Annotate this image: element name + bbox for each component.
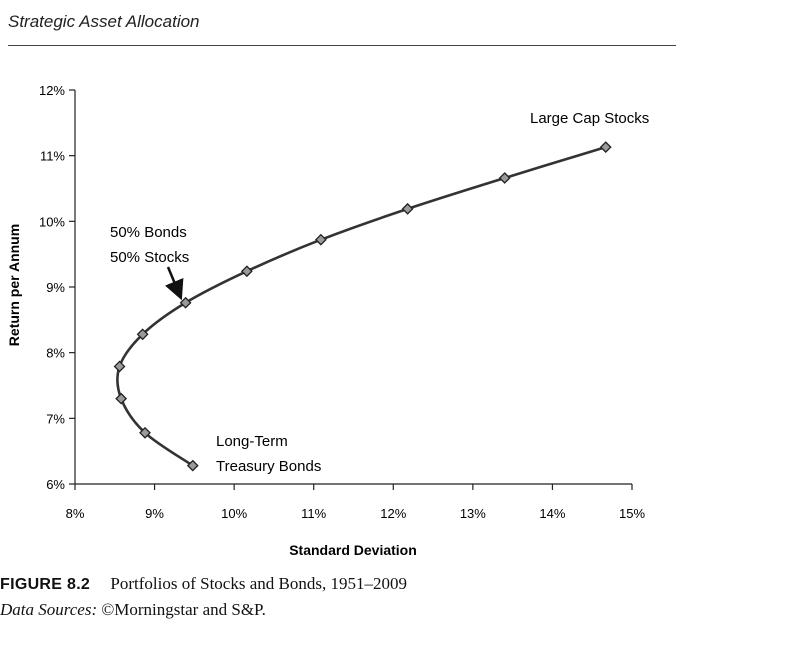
figure-caption: FIGURE 8.2 Portfolios of Stocks and Bond… (0, 574, 407, 594)
y-tick-label: 7% (46, 411, 65, 426)
data-point-marker (179, 296, 192, 309)
x-tick-label: 13% (460, 506, 486, 521)
y-axis-label: Return per Annum (6, 224, 22, 346)
data-point-marker (401, 202, 414, 215)
y-tick-label: 12% (39, 83, 65, 98)
annotation-large-cap-line1: Large Cap Stocks (530, 110, 649, 127)
data-point-marker (139, 426, 151, 439)
annotation-treasury-line2: Treasury Bonds (216, 458, 321, 475)
data-point-marker (113, 360, 126, 373)
annotation-balanced-line2: 50% Stocks (110, 249, 189, 266)
source-text: ©Morningstar and S&P. (101, 600, 266, 619)
y-tick-label: 10% (39, 214, 65, 229)
data-point-marker (599, 141, 612, 154)
y-axis-ticks: 6% 7% 8% 9% 10% 11% 12% (39, 83, 75, 492)
y-tick-label: 9% (46, 280, 65, 295)
data-point-marker (136, 328, 149, 341)
x-axis-ticks: 8% 9% 10% 11% 12% 13% 14% 15% (66, 484, 645, 521)
x-tick-label: 12% (380, 506, 406, 521)
header-title: Strategic Asset Allocation (8, 12, 200, 31)
data-point-marker (186, 459, 199, 472)
x-tick-label: 15% (619, 506, 645, 521)
figure-label: FIGURE 8.2 (0, 576, 91, 593)
source-label: Data Sources: (0, 600, 98, 619)
chart-axes (74, 90, 632, 485)
figure-source: Data Sources: ©Morningstar and S&P. (0, 600, 266, 620)
x-tick-label: 11% (301, 506, 326, 521)
figure-title: Portfolios of Stocks and Bonds, 1951–200… (110, 574, 407, 593)
annotation-treasury: Long-Term Treasury Bonds (216, 433, 321, 475)
y-tick-label: 11% (40, 149, 65, 164)
annotation-large-cap: Large Cap Stocks (530, 110, 649, 127)
efficient-frontier-chart: 8% 9% 10% 11% 12% 13% 14% 15% 6% 7% 8% 9% 10% 11% 12%… (6, 83, 649, 558)
x-axis-label: Standard Deviation (289, 542, 417, 558)
annotation-balanced: 50% Bonds 50% Stocks (110, 224, 191, 266)
y-tick-label: 6% (46, 477, 65, 492)
x-tick-label: 9% (145, 506, 164, 521)
annotation-balanced-arrow (164, 266, 184, 301)
annotation-treasury-line1: Long-Term (216, 433, 288, 450)
annotation-balanced-line1: 50% Bonds (110, 224, 187, 241)
data-point-marker (115, 392, 128, 405)
header-rule (8, 45, 676, 46)
frontier-line (116, 145, 607, 467)
x-tick-label: 14% (539, 506, 565, 521)
data-point-marker (314, 233, 327, 246)
x-tick-label: 8% (66, 506, 85, 521)
x-tick-label: 10% (221, 506, 247, 521)
y-tick-label: 8% (46, 346, 65, 361)
data-markers (113, 141, 612, 472)
data-point-marker (498, 172, 511, 184)
data-point-marker (240, 265, 253, 278)
